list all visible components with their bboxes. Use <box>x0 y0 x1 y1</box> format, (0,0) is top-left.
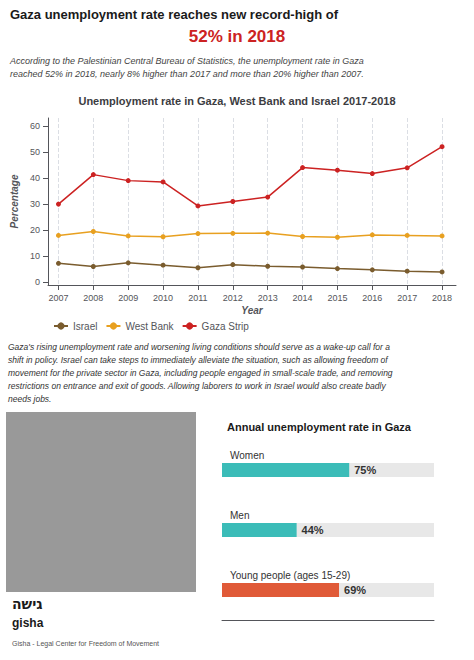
svg-text:2012: 2012 <box>223 293 243 303</box>
svg-text:2014: 2014 <box>293 293 313 303</box>
svg-text:69%: 69% <box>344 584 366 596</box>
svg-text:Annual unemployment rate in Ga: Annual unemployment rate in Gaza <box>227 421 412 433</box>
svg-text:50: 50 <box>30 147 40 157</box>
svg-text:needs jobs.: needs jobs. <box>8 394 51 404</box>
svg-text:movement for the private secto: movement for the private sector in Gaza,… <box>8 368 393 378</box>
svg-text:restrictions on entrance and e: restrictions on entrance and exit of goo… <box>8 381 386 391</box>
svg-text:2015: 2015 <box>327 293 347 303</box>
svg-text:30: 30 <box>30 199 40 209</box>
svg-text:Young people (ages 15-29): Young people (ages 15-29) <box>230 570 350 581</box>
svg-text:2018: 2018 <box>432 293 452 303</box>
svg-text:52% in 2018: 52% in 2018 <box>189 27 285 46</box>
svg-text:Gaza unemployment rate reaches: Gaza unemployment rate reaches new recor… <box>10 7 339 22</box>
svg-text:40: 40 <box>30 173 40 183</box>
svg-text:2011: 2011 <box>188 293 207 303</box>
svg-text:גישה: גישה <box>12 596 43 612</box>
svg-text:2008: 2008 <box>83 293 103 303</box>
svg-text:Percentage: Percentage <box>9 174 20 228</box>
svg-text:shift in policy. Israel can ta: shift in policy. Israel can take steps t… <box>8 355 389 365</box>
svg-text:2007: 2007 <box>48 293 68 303</box>
svg-text:gisha: gisha <box>12 616 44 630</box>
svg-text:2017: 2017 <box>397 293 417 303</box>
svg-text:Year: Year <box>241 305 263 316</box>
svg-text:2010: 2010 <box>153 293 173 303</box>
svg-text:0: 0 <box>35 277 40 287</box>
svg-text:2013: 2013 <box>258 293 278 303</box>
svg-text:2009: 2009 <box>118 293 138 303</box>
svg-text:44%: 44% <box>302 524 324 536</box>
svg-text:Gaza Strip: Gaza Strip <box>202 321 250 332</box>
svg-text:Unemployment rate in Gaza, Wes: Unemployment rate in Gaza, West Bank and… <box>78 95 395 107</box>
svg-text:2016: 2016 <box>362 293 382 303</box>
svg-text:West Bank: West Bank <box>125 321 174 332</box>
svg-text:reached 52% in 2018, nearly 8%: reached 52% in 2018, nearly 8% higher th… <box>10 69 364 79</box>
svg-text:Women: Women <box>230 450 264 461</box>
svg-text:Gaza's rising unemployment rat: Gaza's rising unemployment rate and wors… <box>8 342 390 352</box>
svg-text:Israel: Israel <box>73 321 97 332</box>
svg-text:60: 60 <box>30 121 40 131</box>
svg-text:20: 20 <box>30 225 40 235</box>
svg-text:Men: Men <box>230 510 249 521</box>
svg-text:Gisha - Legal Center for Freed: Gisha - Legal Center for Freedom of Move… <box>12 640 159 648</box>
svg-text:According to the Palestinian C: According to the Palestinian Central Bur… <box>9 56 364 66</box>
svg-text:10: 10 <box>30 251 40 261</box>
svg-text:75%: 75% <box>354 464 376 476</box>
